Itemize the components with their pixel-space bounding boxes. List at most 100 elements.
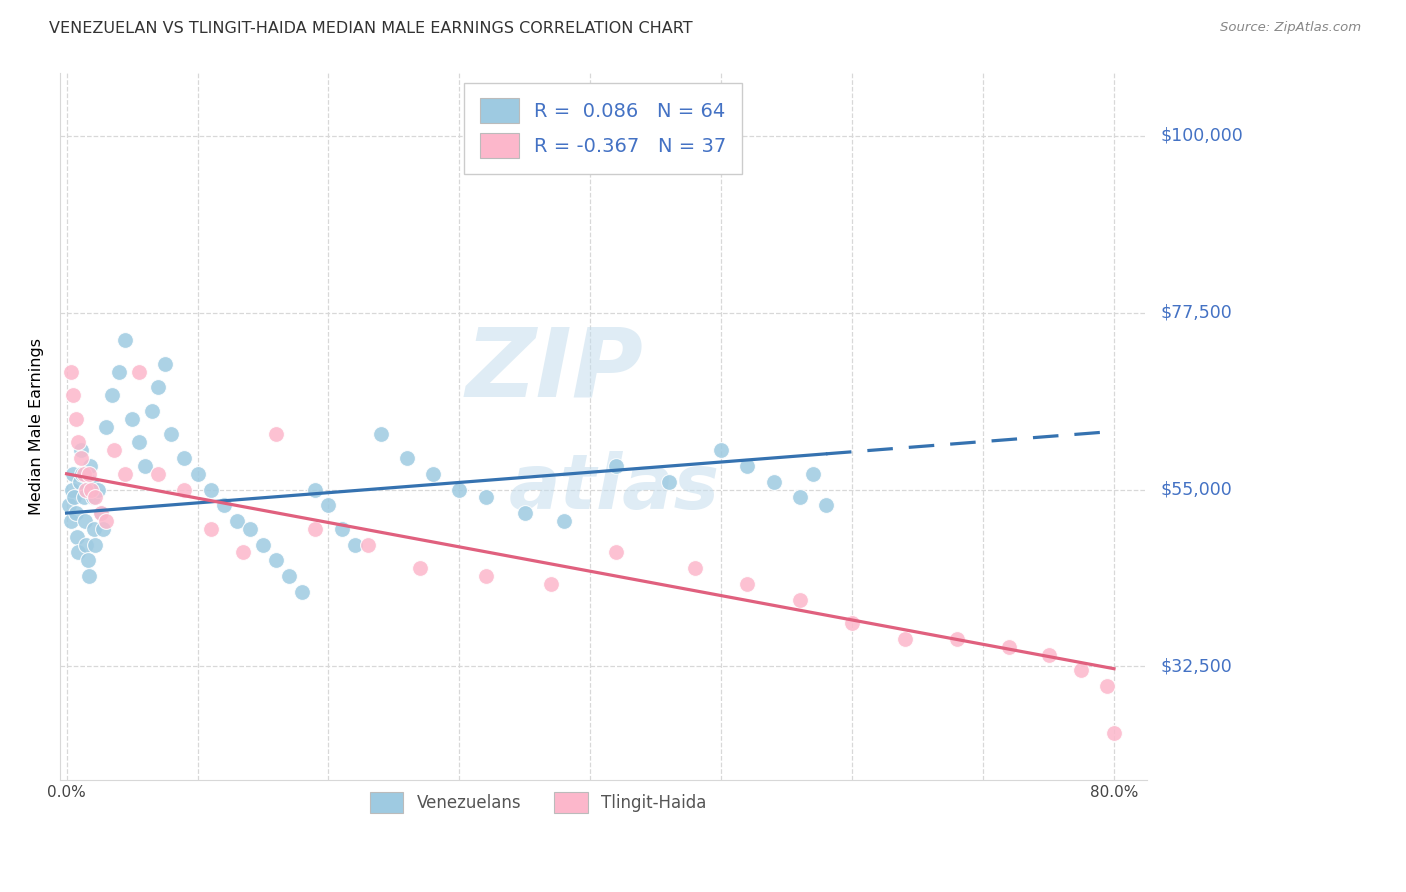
- Point: [710, 443, 733, 458]
- Point: [128, 435, 150, 450]
- Point: [683, 561, 706, 575]
- Point: [264, 553, 287, 567]
- Point: [422, 467, 444, 481]
- Point: [737, 577, 759, 591]
- Point: [343, 537, 366, 551]
- Point: [108, 365, 131, 379]
- Point: [75, 483, 97, 497]
- Point: [658, 475, 681, 489]
- Point: [114, 467, 136, 481]
- Point: [72, 467, 94, 481]
- Point: [513, 506, 536, 520]
- Point: [134, 458, 156, 473]
- Point: [58, 498, 80, 512]
- Point: [70, 443, 93, 458]
- Point: [186, 467, 208, 481]
- Point: [84, 537, 107, 551]
- Point: [291, 584, 314, 599]
- Point: [304, 483, 326, 497]
- Point: [91, 522, 114, 536]
- Point: [72, 467, 94, 481]
- Point: [94, 419, 117, 434]
- Point: [70, 451, 93, 466]
- Point: [553, 514, 575, 528]
- Point: [90, 506, 112, 520]
- Point: [893, 632, 915, 646]
- Point: [82, 491, 104, 505]
- Point: [474, 491, 496, 505]
- Point: [370, 427, 392, 442]
- Point: [814, 498, 837, 512]
- Point: [239, 522, 262, 536]
- Point: [540, 577, 562, 591]
- Point: [212, 498, 235, 512]
- Point: [141, 404, 163, 418]
- Point: [357, 537, 380, 551]
- Point: [200, 522, 222, 536]
- Point: [59, 514, 82, 528]
- Point: [63, 491, 86, 505]
- Point: [80, 483, 103, 497]
- Point: [90, 506, 112, 520]
- Text: $32,500: $32,500: [1160, 657, 1233, 675]
- Text: $77,500: $77,500: [1160, 303, 1233, 322]
- Point: [1097, 679, 1119, 693]
- Point: [62, 388, 84, 402]
- Text: VENEZUELAN VS TLINGIT-HAIDA MEDIAN MALE EARNINGS CORRELATION CHART: VENEZUELAN VS TLINGIT-HAIDA MEDIAN MALE …: [49, 21, 693, 37]
- Point: [66, 530, 89, 544]
- Point: [72, 491, 94, 505]
- Point: [200, 483, 222, 497]
- Point: [789, 592, 811, 607]
- Point: [62, 467, 84, 481]
- Point: [330, 522, 353, 536]
- Point: [84, 491, 107, 505]
- Point: [252, 537, 274, 551]
- Point: [103, 443, 125, 458]
- Point: [128, 365, 150, 379]
- Point: [76, 553, 98, 567]
- Text: atlas: atlas: [509, 451, 720, 525]
- Text: $100,000: $100,000: [1160, 127, 1243, 145]
- Point: [1070, 663, 1092, 677]
- Point: [225, 514, 247, 528]
- Point: [153, 357, 176, 371]
- Legend: Venezuelans, Tlingit-Haida: Venezuelans, Tlingit-Haida: [359, 780, 718, 825]
- Point: [65, 411, 87, 425]
- Point: [160, 427, 183, 442]
- Point: [80, 475, 103, 489]
- Point: [304, 522, 326, 536]
- Point: [605, 458, 627, 473]
- Point: [264, 427, 287, 442]
- Point: [1102, 726, 1125, 740]
- Point: [474, 569, 496, 583]
- Point: [77, 467, 100, 481]
- Point: [87, 483, 110, 497]
- Point: [409, 561, 432, 575]
- Point: [801, 467, 824, 481]
- Point: [148, 380, 170, 394]
- Point: [232, 545, 254, 559]
- Point: [75, 537, 97, 551]
- Point: [998, 640, 1021, 654]
- Text: $55,000: $55,000: [1160, 481, 1233, 499]
- Point: [67, 435, 90, 450]
- Point: [449, 483, 471, 497]
- Point: [67, 545, 90, 559]
- Point: [65, 506, 87, 520]
- Point: [173, 483, 195, 497]
- Y-axis label: Median Male Earnings: Median Male Earnings: [30, 338, 44, 516]
- Point: [946, 632, 969, 646]
- Point: [121, 411, 143, 425]
- Point: [69, 475, 91, 489]
- Point: [789, 491, 811, 505]
- Point: [762, 475, 785, 489]
- Point: [101, 388, 124, 402]
- Point: [605, 545, 627, 559]
- Point: [77, 569, 100, 583]
- Point: [148, 467, 170, 481]
- Point: [73, 514, 96, 528]
- Point: [60, 483, 83, 497]
- Point: [395, 451, 418, 466]
- Point: [841, 616, 863, 631]
- Point: [83, 522, 105, 536]
